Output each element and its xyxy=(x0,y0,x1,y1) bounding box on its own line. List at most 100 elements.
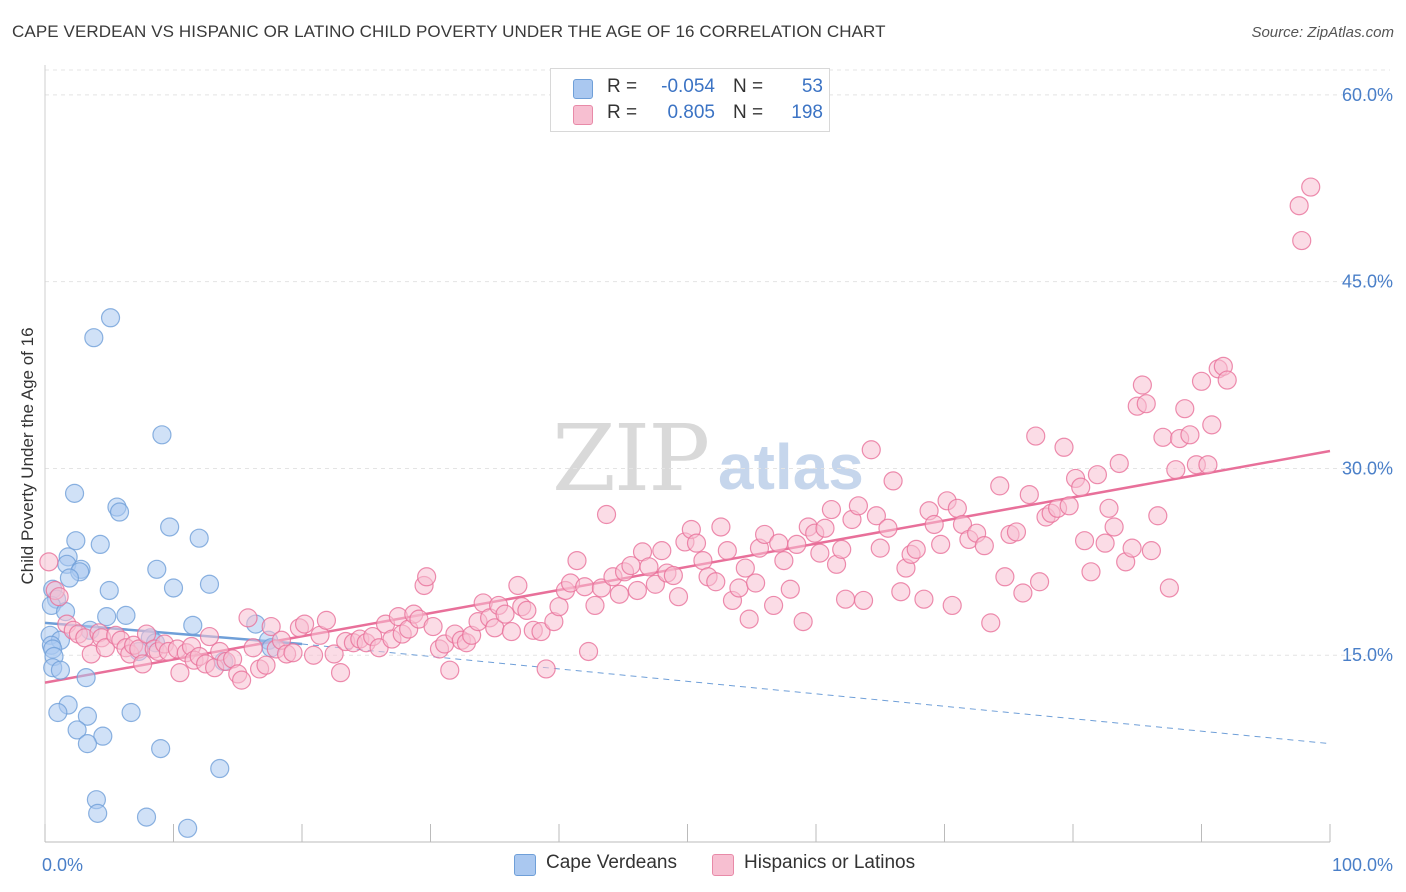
data-point xyxy=(891,582,911,602)
y-axis-title: Child Poverty Under the Age of 16 xyxy=(18,327,37,584)
data-point xyxy=(717,541,737,561)
data-point xyxy=(189,528,209,548)
data-point xyxy=(261,616,281,637)
data-point xyxy=(508,575,528,596)
y-tick-label: 15.0% xyxy=(1342,645,1393,665)
data-point xyxy=(1081,562,1101,582)
data-point xyxy=(151,739,171,759)
data-point xyxy=(686,533,707,553)
bottom-legend-swatch-cape-verdeans xyxy=(514,854,536,876)
chart-title: CAPE VERDEAN VS HISPANIC OR LATINO CHILD… xyxy=(12,22,886,41)
data-point xyxy=(627,580,647,601)
data-point xyxy=(303,645,324,665)
data-point xyxy=(1059,496,1079,516)
data-point xyxy=(596,504,617,525)
data-point xyxy=(64,483,85,503)
x-tick-label: 0.0% xyxy=(42,855,83,875)
data-point xyxy=(810,543,830,563)
data-point xyxy=(861,440,881,460)
data-point xyxy=(1141,541,1161,561)
data-point xyxy=(739,609,759,629)
data-point xyxy=(974,536,994,556)
data-point xyxy=(136,807,157,827)
data-point xyxy=(1198,455,1218,475)
legend-swatch-hispanics xyxy=(573,105,593,125)
data-point xyxy=(1148,506,1168,526)
data-point xyxy=(609,584,629,604)
data-point xyxy=(147,559,167,579)
grid-lines xyxy=(45,69,1390,656)
data-point xyxy=(575,577,595,597)
data-point xyxy=(995,567,1015,587)
trend-line-hispanics xyxy=(44,449,1331,684)
data-point xyxy=(870,538,890,558)
data-point xyxy=(294,614,315,634)
data-point xyxy=(100,308,121,328)
data-point xyxy=(1019,485,1039,505)
data-point xyxy=(878,518,898,538)
data-point xyxy=(1180,425,1200,445)
data-point xyxy=(1054,437,1074,457)
data-point xyxy=(210,758,230,779)
data-point xyxy=(729,578,749,598)
data-point xyxy=(95,638,115,658)
data-point xyxy=(693,550,713,571)
data-point xyxy=(536,659,556,679)
data-point xyxy=(706,572,726,592)
data-point xyxy=(121,702,141,723)
data-point xyxy=(531,621,551,642)
data-point xyxy=(324,644,344,664)
legend-r-value: -0.054 xyxy=(661,76,715,97)
data-point xyxy=(1029,572,1050,592)
data-point xyxy=(67,720,87,740)
data-point xyxy=(77,706,98,726)
data-point xyxy=(49,587,69,607)
data-point xyxy=(815,518,835,538)
data-point xyxy=(774,550,794,571)
data-point xyxy=(1132,375,1152,395)
data-point xyxy=(639,557,659,577)
data-point xyxy=(924,514,944,535)
data-point xyxy=(780,579,800,599)
axis-labels: 15.0% 30.0% 45.0% 60.0% 0.0% 100.0% Child Pove… xyxy=(18,85,1393,875)
data-point xyxy=(97,607,117,627)
data-point xyxy=(116,605,136,625)
data-point xyxy=(585,595,605,616)
data-point xyxy=(914,589,934,609)
data-point xyxy=(835,589,856,609)
data-point xyxy=(652,541,672,561)
data-point xyxy=(1153,427,1173,447)
data-point xyxy=(160,517,180,537)
data-point xyxy=(199,626,220,647)
data-point xyxy=(517,600,537,621)
data-points xyxy=(39,177,1321,838)
legend-n-label: N = xyxy=(733,102,764,123)
data-point xyxy=(1217,370,1237,390)
data-point xyxy=(232,670,252,690)
data-point xyxy=(88,803,108,823)
data-point xyxy=(183,615,203,635)
data-point xyxy=(1292,230,1312,251)
data-point xyxy=(981,613,1001,633)
source-note: Source: ZipAtlas.com xyxy=(1251,24,1394,41)
data-point xyxy=(417,567,437,587)
data-point xyxy=(848,496,869,516)
data-point xyxy=(59,568,80,588)
data-point xyxy=(39,552,59,572)
legend-r-label: R = xyxy=(607,76,638,97)
data-point xyxy=(787,534,807,555)
legend-r-value: 0.805 xyxy=(667,102,715,123)
data-point xyxy=(711,517,731,537)
data-point xyxy=(1099,498,1119,518)
trend-line-dashed-cape-verdeans xyxy=(301,643,1331,745)
data-point xyxy=(866,506,886,526)
data-point xyxy=(763,595,784,616)
y-tick-label: 45.0% xyxy=(1342,272,1393,292)
data-point xyxy=(1191,371,1212,391)
data-point xyxy=(1026,426,1046,446)
data-point xyxy=(440,660,460,680)
data-point xyxy=(1071,477,1091,497)
data-point xyxy=(199,574,220,594)
data-point xyxy=(50,660,71,680)
